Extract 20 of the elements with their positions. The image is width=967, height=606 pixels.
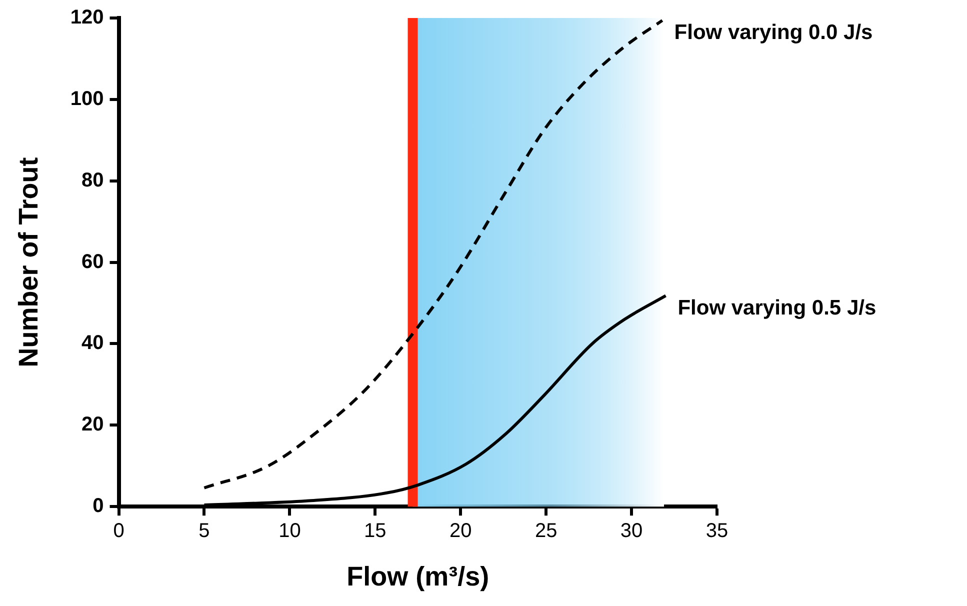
x-tick-label: 15 (364, 520, 386, 542)
line-series (202, 18, 664, 490)
x-tick-label: 20 (449, 520, 472, 542)
y-axis-title: Number of Trout (14, 157, 44, 368)
y-tick-label: 100 (70, 88, 104, 110)
series-label: Flow varying 0.5 J/s (678, 296, 876, 320)
y-tick-label: 0 (92, 495, 104, 518)
x-tick-label: 5 (198, 520, 210, 542)
x-tick-label: 25 (534, 520, 558, 542)
y-tick-label: 60 (82, 250, 104, 273)
series-label: Flow varying 0.0 J/s (674, 21, 873, 44)
x-tick-label: 30 (620, 520, 643, 542)
x-tick-label: 35 (706, 520, 728, 542)
y-tick-label: 40 (82, 332, 104, 354)
x-tick-label: 0 (113, 520, 124, 542)
y-tick-label: 120 (70, 6, 104, 29)
y-tick-label: 80 (82, 169, 104, 192)
x-tick-label: 10 (278, 520, 301, 542)
x-axis-title: Flow (m³/s) (346, 561, 490, 592)
y-tick-label: 20 (82, 414, 104, 436)
